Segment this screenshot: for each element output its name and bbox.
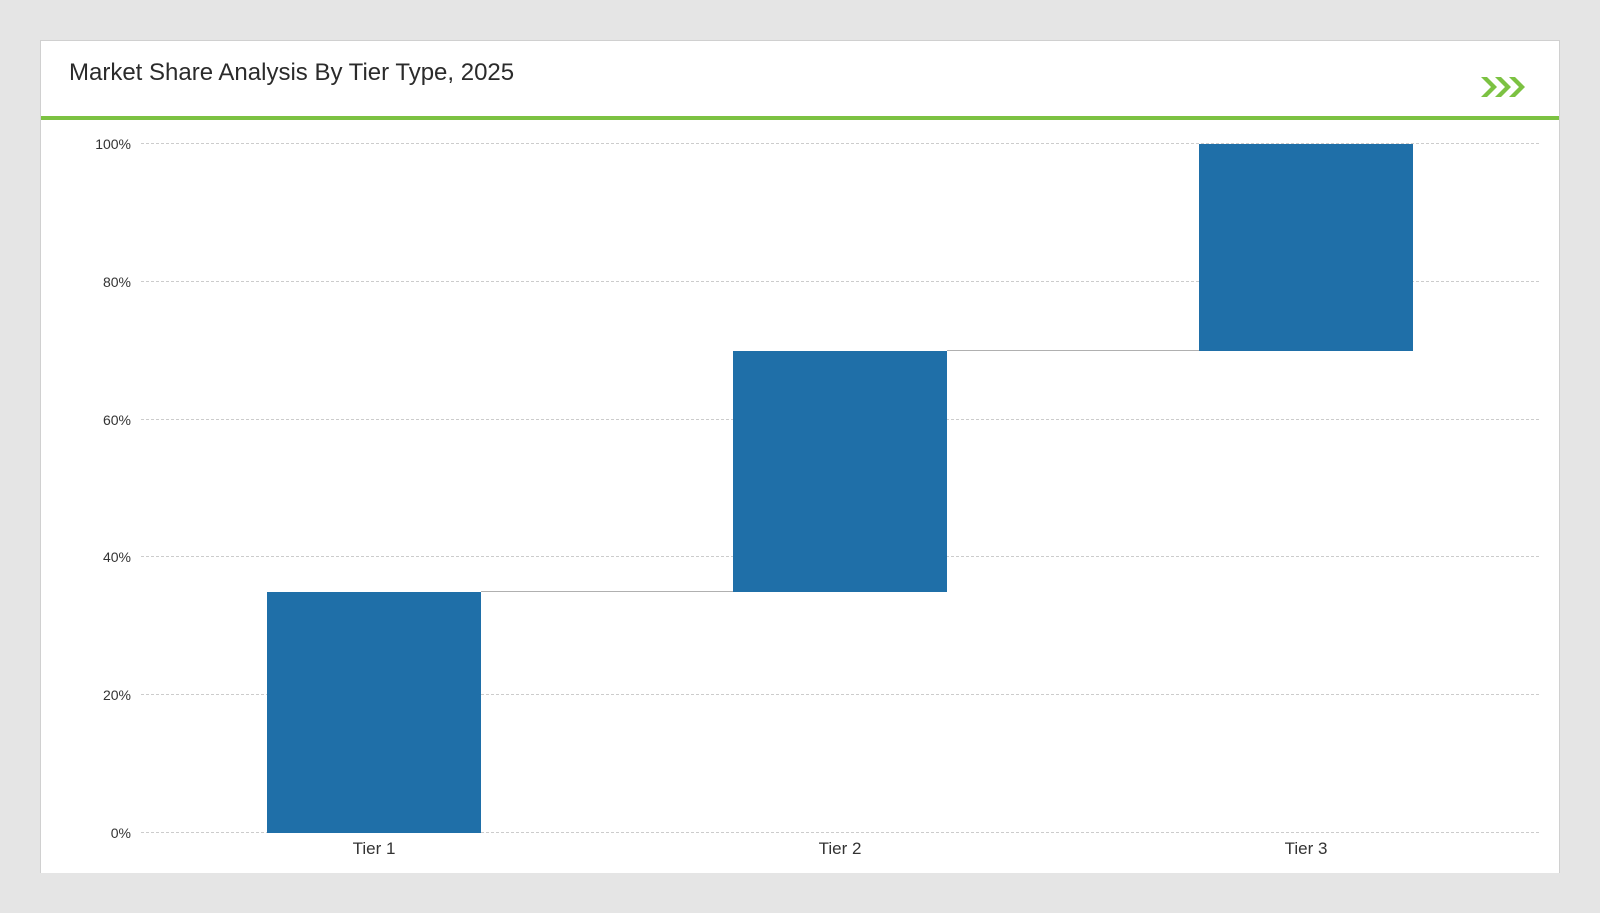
chart-title: Market Share Analysis By Tier Type, 2025 (69, 59, 514, 87)
y-axis-label: 20% (103, 687, 131, 703)
chevrons-icon (1481, 77, 1535, 102)
bar (267, 592, 481, 833)
chart-header: Market Share Analysis By Tier Type, 2025 (41, 41, 1559, 120)
bar-slot (1199, 144, 1413, 833)
bar-slot (267, 144, 481, 833)
connector-line (947, 350, 1199, 351)
y-axis-label: 0% (111, 825, 131, 841)
x-axis-labels: Tier 1 Tier 2 Tier 3 (141, 833, 1539, 873)
connector-line (481, 591, 733, 592)
bar-slot (733, 144, 947, 833)
y-axis-label: 100% (95, 136, 131, 152)
bar (733, 351, 947, 592)
x-axis-label: Tier 2 (819, 839, 862, 859)
x-axis-label: Tier 1 (353, 839, 396, 859)
chart-container: Market Share Analysis By Tier Type, 2025… (40, 40, 1560, 873)
bars-area (141, 144, 1539, 833)
y-axis-label: 60% (103, 412, 131, 428)
x-axis-label: Tier 3 (1285, 839, 1328, 859)
bar (1199, 144, 1413, 351)
y-axis-label: 40% (103, 549, 131, 565)
y-axis-label: 80% (103, 274, 131, 290)
plot-area: 0% 20% 40% 60% 80% 100% Tier 1 Tier 2 Tier 3 (41, 120, 1559, 873)
